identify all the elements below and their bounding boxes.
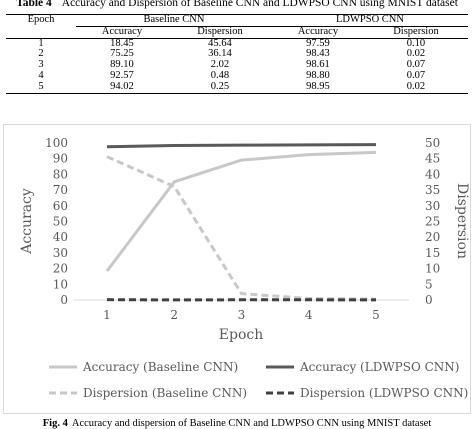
legend-label: Accuracy (LDWPSO CNN) <box>299 360 459 374</box>
header-ldwpso: LDWPSO CNN <box>272 15 468 27</box>
table-row: 1 18.45 45.64 97.59 0.10 <box>6 38 468 49</box>
x-tick-label: 4 <box>305 308 313 322</box>
x-tick-label: 3 <box>238 308 246 322</box>
y-right-tick-label: 10 <box>425 262 440 276</box>
figure-caption: Fig. 4 Accuracy and dispersion of Baselin… <box>0 418 474 429</box>
y-left-tick-label: 100 <box>45 136 68 150</box>
table-row: 4 92.57 0.48 98.80 0.07 <box>6 71 468 82</box>
y-axis-left-label: Accuracy <box>19 188 35 255</box>
y-right-tick-label: 50 <box>425 136 440 150</box>
y-axis-right-label: Dispersion <box>454 183 470 259</box>
y-left-tick-label: 10 <box>53 277 68 291</box>
results-table: Epoch Baseline CNN LDWPSO CNN Accuracy D… <box>6 14 468 94</box>
y-right-tick-label: 40 <box>425 167 440 181</box>
header-baseline: Baseline CNN <box>76 15 272 27</box>
y-left-tick-label: 60 <box>53 199 68 213</box>
table-cell: 0.02 <box>364 82 468 93</box>
y-right-tick-label: 20 <box>425 230 440 244</box>
y-right-tick-label: 5 <box>425 277 433 291</box>
subheader-dispersion: Dispersion <box>364 26 468 38</box>
y-left-tick-label: 30 <box>53 246 68 260</box>
y-right-tick-label: 45 <box>425 152 440 166</box>
x-tick-label: 5 <box>372 308 380 322</box>
y-left-tick-label: 50 <box>53 215 68 229</box>
legend-label: Dispersion (Baseline CNN) <box>83 386 247 400</box>
x-tick-label: 1 <box>103 308 111 322</box>
series-line-2 <box>107 145 376 147</box>
table-row: 3 89.10 2.02 98.61 0.07 <box>6 60 468 71</box>
table-cell: 5 <box>6 82 76 93</box>
line-chart: 0102030405060708090100051015202530354045… <box>4 125 470 413</box>
y-right-tick-label: 15 <box>425 246 440 260</box>
x-axis-label: Epoch <box>219 327 263 343</box>
subheader-accuracy: Accuracy <box>272 26 364 38</box>
y-left-tick-label: 0 <box>60 293 68 307</box>
y-left-tick-label: 70 <box>53 183 68 197</box>
y-left-tick-label: 90 <box>53 152 68 166</box>
y-left-tick-label: 80 <box>53 167 68 181</box>
series-layer <box>107 145 376 300</box>
table-label: Table 4 <box>16 0 52 9</box>
table-caption: Table 4 Accuracy and Dispersion of Baseli… <box>0 0 474 9</box>
y-left-tick-label: 40 <box>53 230 68 244</box>
table-cell: 98.95 <box>272 82 364 93</box>
legend: Accuracy (Baseline CNN) Accuracy (LDWPSO … <box>49 360 468 400</box>
x-tick-label: 2 <box>170 308 178 322</box>
y-right-tick-label: 0 <box>425 293 433 307</box>
figure-caption-text: Accuracy and dispersion of Baseline CNN … <box>72 418 431 429</box>
header-epoch: Epoch <box>6 15 76 39</box>
table-row: 2 75.25 36.14 98.43 0.02 <box>6 49 468 60</box>
table-cell: 94.02 <box>76 82 168 93</box>
legend-label: Dispersion (LDWPSO CNN) <box>300 386 468 400</box>
table-cell: 0.25 <box>168 82 272 93</box>
table-title: Accuracy and Dispersion of Baseline CNN … <box>62 0 458 9</box>
figure-label: Fig. 4 <box>43 418 68 429</box>
y-right-tick-label: 25 <box>425 215 440 229</box>
series-line-3 <box>107 157 376 300</box>
y-right-tick-label: 30 <box>425 199 440 213</box>
series-line-1 <box>107 152 376 271</box>
table-header-row: Epoch Baseline CNN LDWPSO CNN <box>6 15 468 27</box>
table-row: 5 94.02 0.25 98.95 0.02 <box>6 82 468 93</box>
subheader-accuracy: Accuracy <box>76 26 168 38</box>
table-subheader-row: Accuracy Dispersion Accuracy Dispersion <box>6 26 468 38</box>
subheader-dispersion: Dispersion <box>168 26 272 38</box>
y-left-tick-label: 20 <box>53 262 68 276</box>
y-right-tick-label: 35 <box>425 183 440 197</box>
legend-label: Accuracy (Baseline CNN) <box>82 360 238 374</box>
